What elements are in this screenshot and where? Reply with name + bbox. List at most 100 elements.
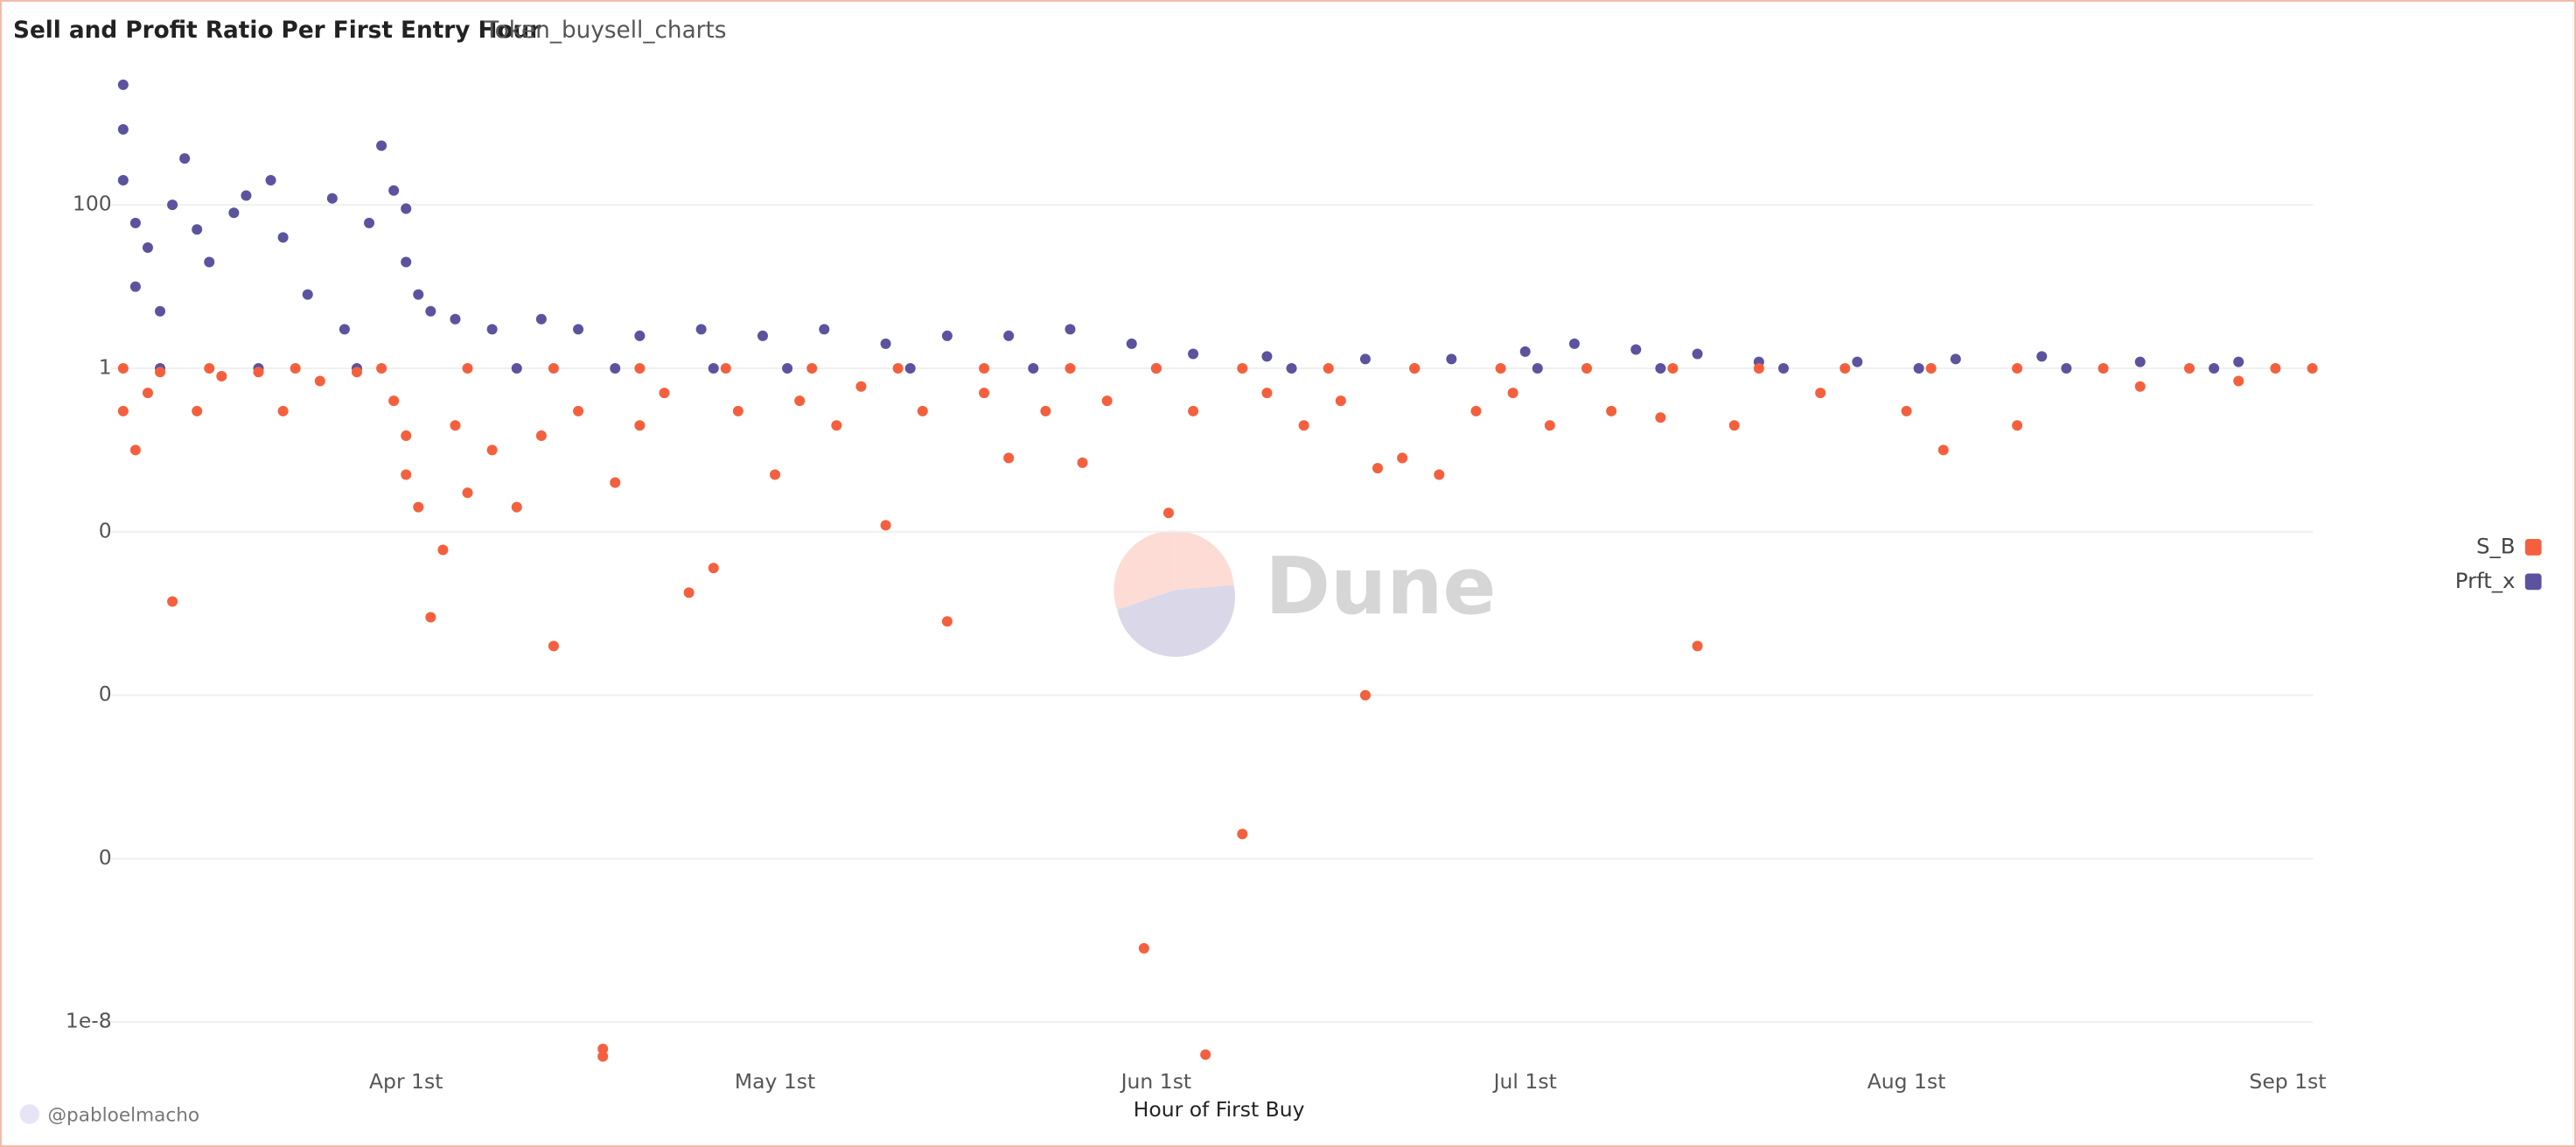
scatter-point — [2061, 362, 2072, 374]
scatter-point — [253, 367, 264, 378]
watermark-logo — [1117, 584, 1235, 657]
scatter-point — [216, 371, 227, 382]
scatter-point — [941, 330, 953, 341]
scatter-point — [117, 405, 129, 416]
scatter-point — [610, 362, 621, 374]
scatter-point — [155, 367, 166, 378]
scatter-point — [1372, 463, 1384, 474]
scatter-point — [401, 430, 412, 441]
scatter-point — [376, 140, 387, 151]
scatter-point — [277, 232, 289, 243]
scatter-point — [129, 281, 141, 292]
footer-avatar — [19, 1104, 40, 1124]
scatter-point — [1655, 362, 1666, 374]
scatter-point — [1581, 362, 1593, 374]
scatter-point — [880, 520, 891, 531]
scatter-point — [683, 587, 695, 598]
scatter-point — [265, 175, 276, 186]
scatter-point — [1138, 942, 1149, 954]
legend-label: S_B — [2476, 533, 2515, 558]
scatter-point — [1840, 362, 1851, 374]
scatter-point — [204, 362, 215, 374]
scatter-point — [634, 420, 646, 431]
scatter-point — [1188, 348, 1199, 360]
scatter-point — [1040, 405, 1051, 416]
scatter-point — [1519, 346, 1531, 357]
chart-subtitle: Token_buysell_charts — [484, 17, 726, 44]
scatter-point — [401, 256, 412, 268]
scatter-point — [535, 313, 547, 325]
scatter-point — [597, 1051, 609, 1062]
scatter-point — [1532, 362, 1543, 374]
scatter-point — [573, 405, 584, 416]
scatter-point — [117, 362, 129, 374]
scatter-point — [1237, 362, 1248, 374]
scatter-point — [142, 242, 153, 254]
scatter-point — [1188, 405, 1199, 416]
scatter-point — [1101, 395, 1113, 407]
scatter-point — [2134, 381, 2146, 392]
watermark-logo — [1174, 530, 1234, 591]
scatter-point — [326, 192, 338, 204]
scatter-point — [1852, 356, 1863, 367]
watermark-logo — [1113, 530, 1175, 610]
scatter-point — [1286, 362, 1297, 374]
scatter-point — [1150, 362, 1162, 374]
scatter-point — [732, 405, 743, 416]
scatter-point — [167, 199, 178, 211]
footer: @pabloelmacho — [47, 1104, 199, 1126]
scatter-point — [486, 324, 498, 335]
scatter-point — [880, 338, 891, 349]
scatter-point — [277, 405, 289, 416]
scatter-point — [339, 324, 350, 335]
scatter-point — [1568, 338, 1580, 349]
scatter-point — [708, 563, 719, 574]
scatter-point — [376, 362, 387, 374]
scatter-point — [314, 375, 325, 387]
scatter-point — [1925, 362, 1937, 374]
scatter-point — [167, 596, 178, 607]
scatter-point — [806, 362, 818, 374]
y-tick-label: 0 — [99, 682, 112, 706]
scatter-point — [2233, 375, 2244, 387]
scatter-point — [192, 405, 203, 416]
scatter-point — [548, 640, 559, 652]
scatter-point — [1495, 362, 1506, 374]
scatter-point — [117, 175, 129, 186]
scatter-point — [364, 217, 375, 228]
y-tick-label: 1e-8 — [66, 1009, 112, 1033]
legend-swatch — [2524, 539, 2542, 556]
legend-label: Prft_x — [2455, 568, 2516, 593]
scatter-point — [241, 190, 252, 201]
scatter-point — [2270, 362, 2281, 374]
scatter-point — [1298, 420, 1309, 431]
scatter-point — [1359, 353, 1371, 365]
scatter-point — [1162, 507, 1174, 519]
scatter-point — [511, 501, 522, 513]
scatter-point — [228, 207, 240, 219]
scatter-point — [720, 362, 731, 374]
scatter-point — [142, 388, 153, 399]
scatter-point — [2036, 351, 2048, 362]
scatter-point — [1065, 362, 1076, 374]
x-axis-label: Hour of First Buy — [1134, 1097, 1305, 1122]
watermark: Dune — [1113, 530, 1497, 657]
scatter-point — [511, 362, 522, 374]
scatter-point — [979, 362, 990, 374]
scatter-point — [1901, 405, 1912, 416]
x-tick-label: Jul 1st — [1492, 1069, 1557, 1094]
scatter-point — [1003, 330, 1015, 341]
scatter-point — [1753, 362, 1764, 374]
scatter-point — [1655, 412, 1666, 423]
x-tick-label: Apr 1st — [369, 1069, 443, 1094]
scatter-point — [2134, 356, 2146, 367]
scatter-point — [2209, 362, 2220, 374]
scatter-point — [155, 305, 166, 317]
scatter-point — [388, 395, 400, 407]
scatter-point — [1237, 829, 1248, 840]
scatter-point — [1913, 362, 1924, 374]
chart-title: Sell and Profit Ratio Per First Entry Ho… — [13, 17, 541, 44]
y-tick-label: 0 — [99, 518, 112, 542]
